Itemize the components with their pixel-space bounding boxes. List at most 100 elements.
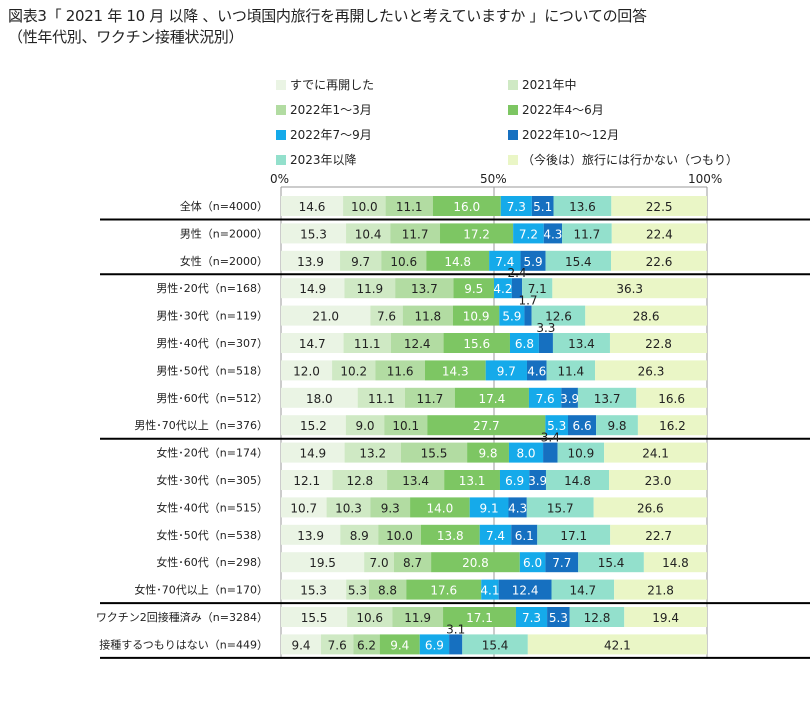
data-label: 9.7	[497, 364, 516, 378]
bar-segment	[427, 415, 546, 436]
bar-segment	[462, 634, 528, 655]
bar-segment	[281, 333, 344, 353]
data-label: 12.4	[404, 337, 431, 351]
bar-segment	[585, 305, 707, 326]
bar-segment	[357, 387, 405, 408]
bar-segment	[545, 415, 568, 436]
data-label: 7.6	[536, 392, 555, 406]
x-tick-label: 100%	[688, 172, 723, 186]
bar-segment	[453, 278, 494, 299]
bar-segment	[509, 333, 539, 353]
bar-segment	[390, 333, 444, 353]
data-label: 16.2	[659, 419, 686, 433]
bar-segment	[452, 305, 500, 326]
bar-segment	[370, 305, 403, 326]
data-label: 14.7	[569, 584, 596, 598]
data-label: 5.1	[533, 200, 552, 214]
data-label: 22.7	[645, 529, 672, 543]
bar-segment	[431, 552, 520, 573]
data-label: 2.4	[507, 266, 526, 280]
bar-segment	[593, 497, 707, 518]
data-label: 17.6	[430, 584, 457, 598]
bar-segment	[537, 524, 611, 545]
legend-label: 2022年1～3月	[290, 103, 372, 117]
legend-item: 2022年4～6月	[508, 103, 604, 117]
legend-item: 2021年中	[508, 78, 577, 92]
bar-segment	[410, 497, 470, 518]
bar-segment	[281, 552, 365, 573]
data-label: 3.3	[536, 321, 555, 335]
bar-segment	[499, 470, 530, 490]
bar-segment	[561, 387, 578, 408]
bar-segment	[469, 497, 509, 518]
bar-segment	[381, 250, 427, 271]
data-label: 9.0	[355, 419, 374, 433]
bar-segment	[531, 305, 586, 326]
data-label: 9.3	[381, 501, 400, 515]
chart-title: 図表3「 2021 年 10 月 以降 、いつ頃国内旅行を再開したいと考えていま…	[8, 6, 647, 48]
bar-segment	[499, 305, 525, 326]
bar-segment	[552, 278, 707, 299]
category-label: 男性（n=2000）	[180, 226, 268, 240]
data-label: 14.8	[444, 255, 471, 269]
bar-segment	[281, 607, 348, 627]
bar-segment	[519, 552, 546, 573]
data-label: 15.5	[421, 447, 448, 461]
bar-segment	[553, 196, 612, 216]
category-label: 男性･60代（n=512）	[156, 391, 268, 405]
bar-segment	[340, 250, 382, 271]
data-label: 12.8	[346, 474, 373, 488]
bar-segment	[596, 415, 638, 436]
data-label: 16.6	[658, 392, 685, 406]
legend-swatch	[508, 80, 518, 90]
data-label: 8.8	[378, 584, 397, 598]
category-label: 女性･50代（n=538）	[156, 528, 268, 542]
bar-segment	[513, 223, 544, 244]
bar-segment	[611, 196, 707, 216]
data-label: 14.3	[442, 364, 469, 378]
bar-segment	[494, 278, 512, 299]
data-label: 9.7	[351, 255, 370, 269]
bar-segment	[500, 196, 532, 216]
data-label: 7.7	[552, 556, 571, 570]
data-label: 18.0	[306, 392, 333, 406]
data-label: 6.8	[515, 337, 534, 351]
data-label: 13.8	[437, 529, 464, 543]
data-label: 21.0	[312, 310, 339, 324]
bar-segment	[522, 278, 553, 299]
bar-segment	[394, 552, 432, 573]
bar-segment	[489, 250, 521, 271]
data-label: 5.3	[547, 419, 566, 433]
data-label: 3.9	[560, 392, 579, 406]
data-label: 10.4	[355, 227, 382, 241]
data-label: 7.6	[377, 310, 396, 324]
chart-title-line2: （性年代別、ワクチン接種状況別）	[8, 28, 244, 46]
data-label: 10.7	[290, 501, 317, 515]
bar-segment	[511, 278, 523, 299]
data-label: 4.1	[480, 584, 499, 598]
data-label: 5.9	[524, 255, 543, 269]
bar-segment	[611, 223, 707, 244]
data-label: 11.1	[396, 200, 423, 214]
x-tick-label: 50%	[480, 172, 507, 186]
bar-segment	[281, 579, 347, 600]
bar-segment	[545, 470, 610, 490]
bar-segment	[527, 634, 707, 655]
bar-segment	[609, 470, 707, 490]
data-label: 7.3	[522, 611, 541, 625]
bar-segment	[426, 250, 490, 271]
data-label: 7.0	[370, 556, 389, 570]
data-label: 11.7	[402, 227, 429, 241]
category-label: 女性･40代（n=515）	[156, 500, 268, 514]
bar-segment	[569, 607, 625, 627]
legend-label: 2021年中	[522, 78, 577, 92]
bar-segment	[524, 305, 532, 326]
bar-segment	[368, 579, 407, 600]
data-label: 10.2	[340, 364, 367, 378]
bar-segment	[385, 196, 433, 216]
legend-swatch	[276, 130, 286, 140]
data-label: 14.8	[662, 556, 689, 570]
bar-segment	[281, 196, 344, 216]
data-label: 22.8	[645, 337, 672, 351]
bar-segment	[443, 607, 516, 627]
